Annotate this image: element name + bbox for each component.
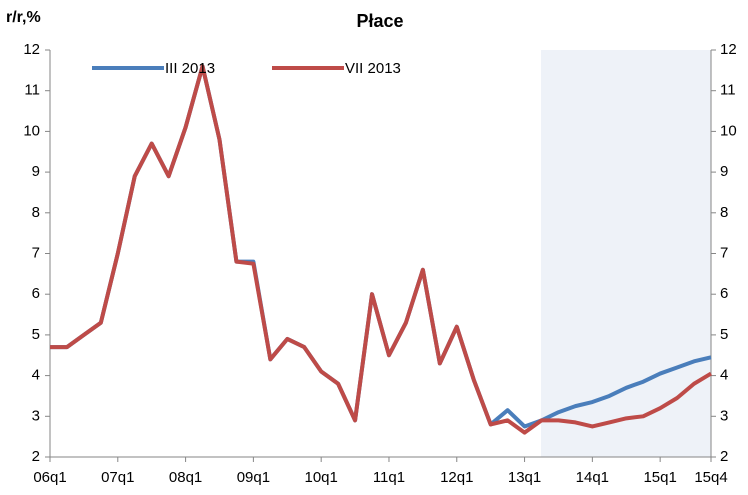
x-tick-label: 14q1 — [576, 469, 609, 486]
y2-tick-label: 11 — [720, 82, 736, 99]
x-tick-label: 12q1 — [440, 469, 473, 486]
y2-tick-label: 6 — [720, 285, 728, 302]
legend-label: III 2013 — [165, 60, 215, 77]
y-tick-label: 3 — [32, 407, 40, 424]
y-tick-label: 9 — [32, 163, 40, 180]
x-tick-label: 15q1 — [643, 469, 676, 486]
legend-label: VII 2013 — [345, 60, 401, 77]
y2-tick-label: 7 — [720, 244, 728, 261]
y2-tick-label: 10 — [720, 122, 737, 139]
y2-tick-label: 2 — [720, 448, 728, 465]
x-tick-label: 07q1 — [101, 469, 134, 486]
y-tick-label: 4 — [32, 367, 40, 384]
y2-tick-label: 9 — [720, 163, 728, 180]
y2-tick-label: 3 — [720, 407, 728, 424]
y-tick-label: 8 — [32, 204, 40, 221]
x-tick-label: 11q1 — [373, 469, 405, 486]
y-tick-label: 10 — [23, 122, 40, 139]
x-tick-label: 08q1 — [169, 469, 202, 486]
y2-tick-label: 8 — [720, 204, 728, 221]
y-tick-label: 11 — [24, 82, 40, 99]
x-tick-label: 06q1 — [33, 469, 66, 486]
x-tick-label: 15q4 — [694, 469, 727, 486]
y-axis-label: r/r,% — [6, 9, 41, 26]
y-tick-label: 12 — [23, 41, 40, 58]
y-tick-label: 2 — [32, 448, 40, 465]
x-tick-label: 13q1 — [508, 469, 541, 486]
chart-title: Płace — [356, 11, 403, 31]
series-line — [50, 64, 713, 435]
x-tick-label: 09q1 — [237, 469, 270, 486]
y2-tick-label: 5 — [720, 326, 728, 343]
forecast-shade — [541, 50, 711, 457]
x-tick-label: 10q1 — [304, 469, 337, 486]
y-tick-label: 7 — [32, 244, 40, 261]
y2-tick-label: 12 — [720, 41, 737, 58]
y-tick-label: 6 — [32, 285, 40, 302]
y-tick-label: 5 — [32, 326, 40, 343]
y2-tick-label: 4 — [720, 367, 728, 384]
